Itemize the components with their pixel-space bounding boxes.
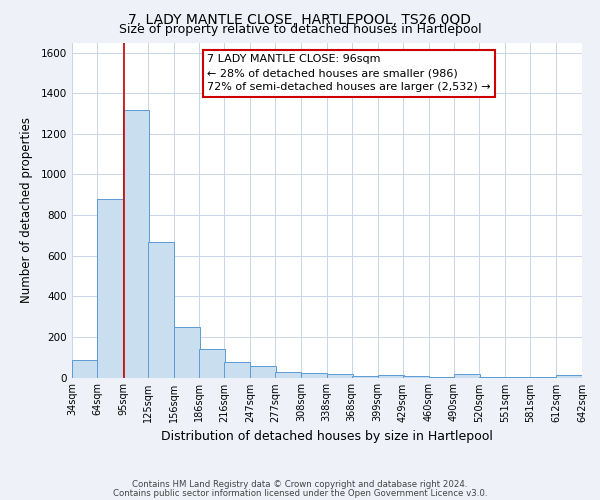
Bar <box>250 366 277 378</box>
Y-axis label: Number of detached properties: Number of detached properties <box>20 117 32 303</box>
Bar <box>123 110 149 378</box>
Bar <box>454 374 480 378</box>
Bar <box>148 242 174 378</box>
Bar <box>403 376 429 378</box>
Bar <box>556 375 582 378</box>
Text: 7 LADY MANTLE CLOSE: 96sqm
← 28% of detached houses are smaller (986)
72% of sem: 7 LADY MANTLE CLOSE: 96sqm ← 28% of deta… <box>207 54 491 92</box>
Bar <box>326 374 353 378</box>
Bar <box>97 199 123 378</box>
Bar <box>174 327 200 378</box>
Bar <box>224 362 250 378</box>
Bar <box>275 372 301 378</box>
Bar <box>377 375 404 378</box>
Text: Contains HM Land Registry data © Crown copyright and database right 2024.: Contains HM Land Registry data © Crown c… <box>132 480 468 489</box>
X-axis label: Distribution of detached houses by size in Hartlepool: Distribution of detached houses by size … <box>161 430 493 443</box>
Bar <box>301 374 328 378</box>
Text: 7, LADY MANTLE CLOSE, HARTLEPOOL, TS26 0QD: 7, LADY MANTLE CLOSE, HARTLEPOOL, TS26 0… <box>128 12 472 26</box>
Bar <box>199 349 225 378</box>
Bar <box>352 376 377 378</box>
Bar <box>72 360 98 378</box>
Text: Size of property relative to detached houses in Hartlepool: Size of property relative to detached ho… <box>119 22 481 36</box>
Text: Contains public sector information licensed under the Open Government Licence v3: Contains public sector information licen… <box>113 488 487 498</box>
Bar <box>429 377 455 378</box>
